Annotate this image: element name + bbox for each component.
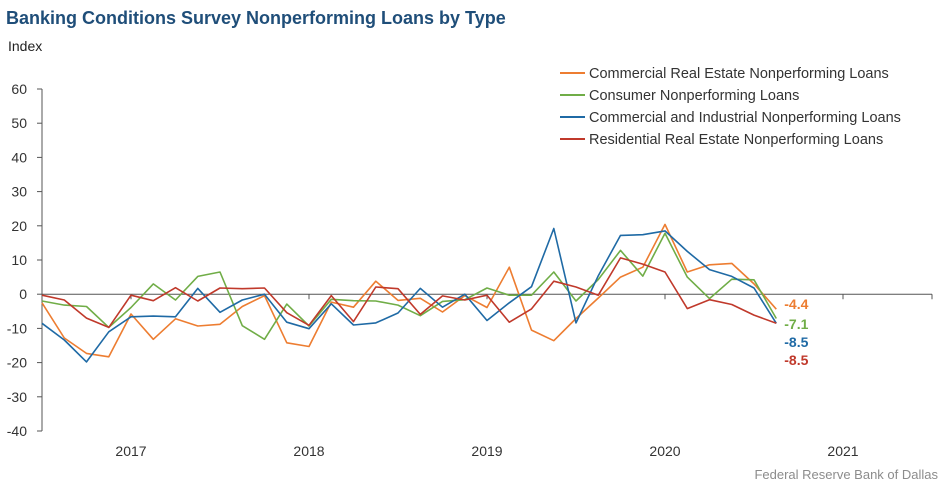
series-end-label: -8.5 bbox=[784, 334, 808, 350]
chart-series bbox=[41, 223, 777, 363]
x-tick-label: 2017 bbox=[115, 443, 146, 459]
x-tick-label: 2020 bbox=[649, 443, 680, 459]
chart-axes: 60 50 40 30 20 10 0 -10 -20 -30 -40 2017 2018 2019 202… bbox=[7, 81, 933, 459]
series-line-3 bbox=[41, 227, 777, 363]
legend-label: Consumer Nonperforming Loans bbox=[589, 88, 799, 104]
series-line-1 bbox=[41, 223, 777, 358]
y-tick-label: 10 bbox=[11, 252, 27, 268]
y-axis-unit-label: Index bbox=[8, 38, 43, 54]
x-tick-label: 2018 bbox=[293, 443, 324, 459]
series-line-4 bbox=[41, 257, 777, 329]
y-tick-label: 20 bbox=[11, 218, 27, 234]
y-tick-label: 30 bbox=[11, 184, 27, 200]
y-tick-label: -20 bbox=[7, 355, 27, 371]
y-tick-label: -40 bbox=[7, 423, 27, 439]
y-tick-label: 0 bbox=[19, 286, 27, 302]
x-tick-label: 2019 bbox=[471, 443, 502, 459]
y-tick-label: 60 bbox=[11, 81, 27, 97]
legend-label: Residential Real Estate Nonperforming Lo… bbox=[589, 132, 883, 148]
legend-label: Commercial Real Estate Nonperforming Loa… bbox=[589, 66, 889, 82]
x-tick-label: 2021 bbox=[827, 443, 858, 459]
source-note: Federal Reserve Bank of Dallas bbox=[754, 467, 938, 482]
series-end-label: -7.1 bbox=[784, 316, 808, 332]
y-tick-label: 50 bbox=[11, 115, 27, 131]
legend-label: Commercial and Industrial Nonperforming … bbox=[589, 110, 901, 126]
chart-legend: Commercial Real Estate Nonperforming Loa… bbox=[560, 66, 901, 148]
series-end-label: -4.4 bbox=[784, 296, 808, 312]
chart-end-labels: -4.4 -7.1 -8.5 -8.5 bbox=[784, 296, 808, 368]
y-tick-label: -10 bbox=[7, 320, 27, 336]
chart-title: Banking Conditions Survey Nonperforming … bbox=[6, 8, 506, 28]
y-tick-label: -30 bbox=[7, 389, 27, 405]
series-line-2 bbox=[41, 232, 777, 341]
y-tick-label: 40 bbox=[11, 149, 27, 165]
series-end-label: -8.5 bbox=[784, 352, 808, 368]
